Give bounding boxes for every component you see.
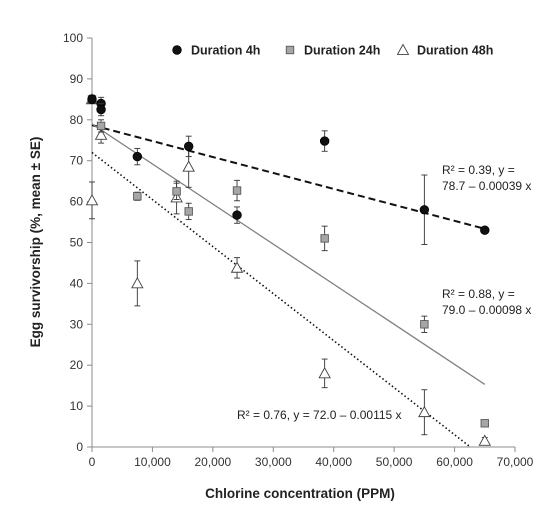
trendline-equation: R² = 0.39, y = (442, 163, 515, 177)
data-point (94, 128, 108, 140)
data-point (480, 419, 489, 428)
x-tick-label: 0 (89, 455, 96, 469)
annotations-layer: R² = 0.39, y = 78.7 – 0.00039 x R² = 0.88,… (237, 163, 531, 422)
y-tick-label: 70 (70, 154, 84, 168)
data-point (232, 186, 242, 195)
x-tick-label: 70,000 (497, 455, 534, 469)
y-tick-label: 50 (70, 236, 84, 250)
data-point (172, 187, 181, 196)
data-point (96, 104, 106, 115)
data-point (230, 261, 244, 273)
legend: Duration 4h Duration 24h Duration 48h (172, 43, 493, 58)
data-point (419, 205, 430, 215)
legend-marker (172, 45, 182, 55)
y-tick-label: 60 (70, 195, 84, 209)
y-tick-label: 90 (70, 72, 84, 86)
trendline-equation: 79.0 – 0.00098 x (442, 303, 531, 317)
axes-layer: 0 10,000 20,000 30,000 40,000 50,000 60,000 70,… (63, 31, 534, 469)
data-points-layer (85, 92, 492, 446)
legend-label: Duration 24h (304, 44, 380, 58)
data-point (183, 141, 194, 152)
x-tick-label: 60,000 (436, 455, 473, 469)
data-point (319, 136, 330, 146)
data-point (133, 192, 142, 201)
y-tick-label: 0 (76, 440, 83, 454)
y-tick-label: 30 (70, 317, 84, 331)
data-point (184, 207, 193, 216)
legend-marker (396, 43, 410, 55)
data-point (96, 121, 106, 131)
x-axis-title: Chlorine concentration (PPM) (205, 486, 395, 501)
x-tick-label: 20,000 (195, 455, 232, 469)
x-tick-label: 40,000 (315, 455, 352, 469)
legend-label: Duration 4h (191, 44, 260, 58)
data-point (85, 193, 99, 206)
data-point (87, 94, 97, 105)
data-point (478, 434, 492, 446)
data-point (232, 210, 242, 220)
trendline-equation: 78.7 – 0.00039 x (442, 179, 531, 193)
legend-label: Duration 48h (417, 44, 493, 58)
trendlines-layer (91, 123, 486, 448)
y-tick-label: 40 (70, 276, 84, 290)
y-tick-label: 10 (70, 399, 84, 413)
trendline-4h (91, 124, 486, 230)
x-tick-label: 30,000 (255, 455, 292, 469)
trendline-equation: R² = 0.88, y = (442, 287, 515, 301)
x-tick-label: 50,000 (376, 455, 413, 469)
data-point (182, 160, 195, 172)
data-point (480, 225, 490, 235)
legend-marker (285, 45, 295, 55)
trendline-equation: R² = 0.76, y = 72.0 – 0.00115 x (237, 408, 402, 422)
data-point (132, 151, 143, 162)
y-tick-label: 20 (70, 358, 84, 372)
y-tick-label: 100 (63, 31, 83, 45)
data-point (318, 366, 331, 379)
data-point (320, 234, 329, 243)
x-tick-label: 10,000 (134, 455, 171, 469)
y-tick-label: 80 (70, 113, 84, 127)
trendline-24h (91, 123, 486, 385)
data-point (131, 276, 144, 289)
data-point (418, 405, 431, 418)
y-axis-title: Egg survivorship (%, mean ± SE) (28, 137, 43, 348)
data-point (420, 320, 429, 329)
